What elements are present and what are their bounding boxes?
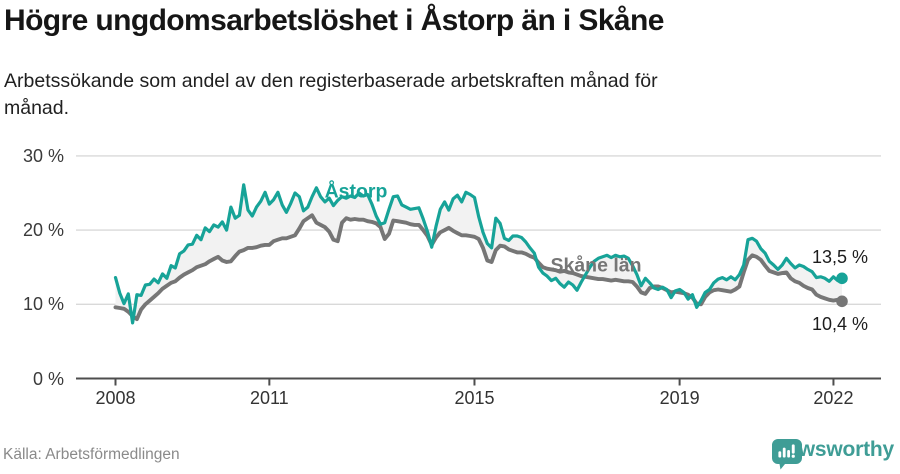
newsworthy-logo: Newsworthy bbox=[772, 438, 894, 470]
series-label-skane: Skåne län bbox=[550, 254, 642, 277]
end-value-skane: 10,4 % bbox=[812, 314, 869, 334]
y-axis-label: 0 % bbox=[32, 368, 64, 389]
newsworthy-bubble-chart-icon bbox=[772, 439, 803, 470]
newsworthy-wordmark: Newsworthy bbox=[772, 438, 894, 461]
x-axis-label: 2019 bbox=[659, 388, 700, 408]
series-gap-fill bbox=[115, 184, 842, 323]
end-value-astorp: 13,5 % bbox=[812, 247, 869, 267]
subtitle-line2: månad. bbox=[4, 97, 70, 119]
y-axis-label: 20 % bbox=[22, 220, 64, 241]
series-line-astorp bbox=[113, 183, 844, 325]
end-dot-skane bbox=[836, 295, 848, 308]
x-axis-label: 2011 bbox=[249, 388, 289, 408]
series-line-skane bbox=[113, 213, 844, 322]
source-credit: Källa: Arbetsförmedlingen bbox=[3, 446, 180, 463]
page-title: Högre ungdomsarbetslöshet i Åstorp än i … bbox=[4, 4, 664, 37]
x-axis-label: 2022 bbox=[813, 388, 854, 408]
y-axis-label: 30 % bbox=[22, 145, 64, 166]
x-axis-label: 2015 bbox=[454, 388, 495, 408]
series-label-astorp: Åstorp bbox=[324, 180, 388, 203]
y-axis-label: 10 % bbox=[22, 294, 64, 315]
end-dot-astorp bbox=[836, 272, 848, 285]
subtitle-line1: Arbetssökande som andel av den registerb… bbox=[4, 70, 658, 92]
x-axis-label: 2008 bbox=[95, 388, 136, 408]
